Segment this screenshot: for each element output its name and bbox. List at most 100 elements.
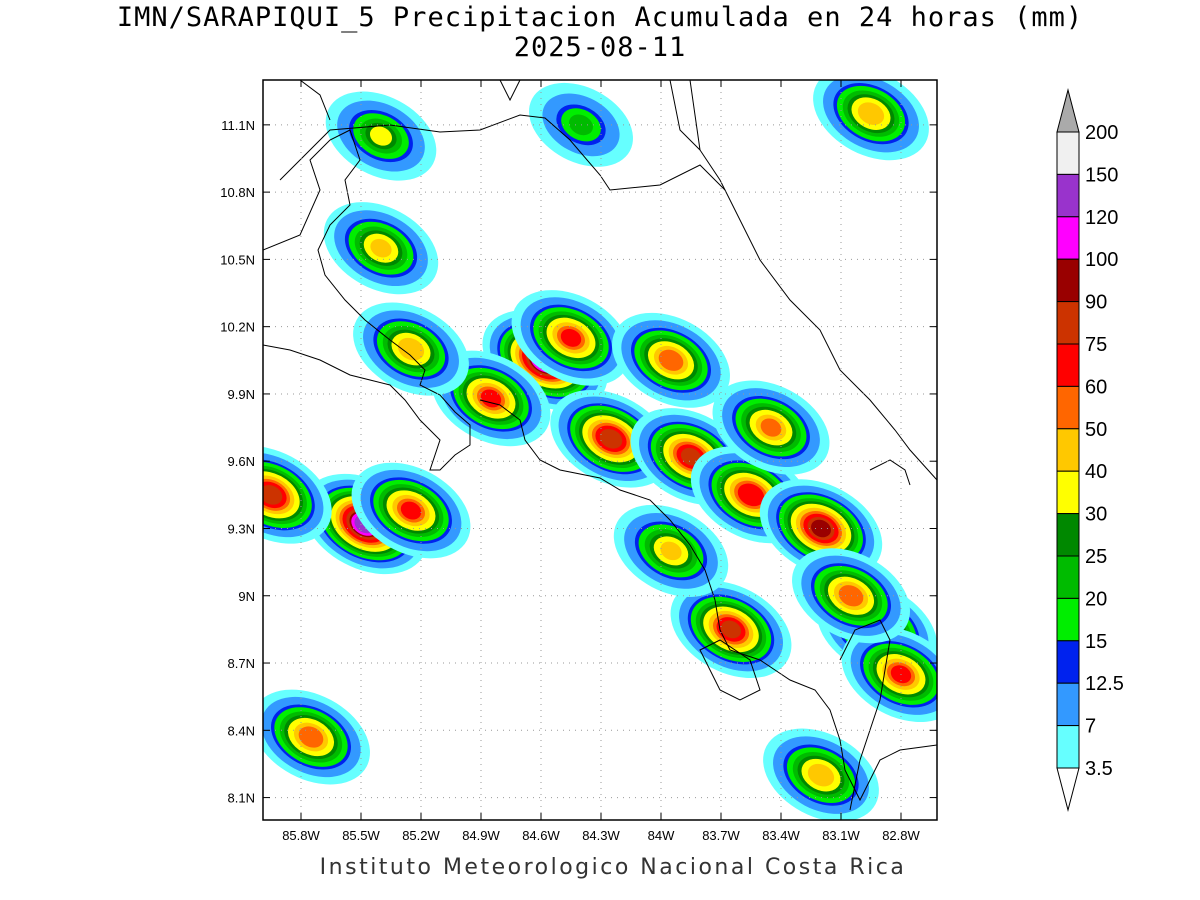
contour-level xyxy=(599,428,623,449)
colorbar-label: 150 xyxy=(1085,164,1118,186)
lon-tick-label: 84W xyxy=(648,828,675,843)
colorbar-swatch xyxy=(1056,725,1080,769)
lat-tick-label: 9N xyxy=(238,589,255,604)
rain-cell xyxy=(763,728,879,820)
graticule xyxy=(263,80,937,820)
lat-tick-label: 10.2N xyxy=(220,320,255,335)
lon-tick-label: 85.2W xyxy=(402,828,440,843)
contour-level xyxy=(298,726,324,748)
caribbean-coastline xyxy=(689,80,937,481)
lat-tick-label: 8.7N xyxy=(228,656,255,671)
colorbar-swatch xyxy=(1056,597,1080,642)
lat-tick-label: 8.1N xyxy=(228,791,255,806)
contour-level xyxy=(369,126,393,146)
rain-cell xyxy=(325,91,437,181)
colorbar-swatch xyxy=(1056,343,1080,387)
colorbar-label: 40 xyxy=(1085,461,1107,483)
lon-tick-label: 83.1W xyxy=(822,828,860,843)
lat-tick-label: 9.3N xyxy=(228,521,255,536)
contour-level xyxy=(658,349,684,371)
colorbar-swatch xyxy=(1056,640,1080,684)
colorbar-label: 120 xyxy=(1085,207,1118,229)
lon-tick-label: 83.4W xyxy=(762,828,800,843)
rain-cell xyxy=(613,504,729,597)
colorbar-swatch xyxy=(1056,470,1080,515)
rain-cell xyxy=(813,80,929,161)
map-date: 2025-08-11 xyxy=(513,32,687,63)
colorbar-min-arrow xyxy=(1056,767,1080,812)
contour-level xyxy=(370,238,392,258)
colorbar-label: 75 xyxy=(1085,334,1107,356)
lon-tick-label: 82.8W xyxy=(882,828,920,843)
colorbar-label: 12.5 xyxy=(1085,673,1124,695)
lat-tick-label: 9.9N xyxy=(228,387,255,402)
rain-cell xyxy=(511,290,631,386)
lon-tick-label: 84.3W xyxy=(582,828,620,843)
east-border xyxy=(869,459,911,486)
colorbar-max-arrow xyxy=(1056,88,1080,133)
rain-cell xyxy=(263,689,370,785)
colorbar-label: 25 xyxy=(1085,546,1107,568)
lon-tick-label: 85.8W xyxy=(282,828,320,843)
contour-level xyxy=(263,485,283,505)
precipitation-field xyxy=(263,80,937,820)
colorbar-swatch xyxy=(1056,131,1080,175)
contour-level xyxy=(400,501,422,520)
map-title: IMN/SARAPIQUI_5 Precipitacion Acumulada … xyxy=(116,2,1084,33)
osa-peninsula xyxy=(699,639,761,701)
colorbar-legend: 3.5 7 12.5 15 20 25 30 40 50 60 75 90 100 120 150 200 xyxy=(1056,88,1124,812)
pacific-coastline xyxy=(263,129,471,471)
rain-cell xyxy=(323,202,439,295)
lat-tick-label: 9.6N xyxy=(228,454,255,469)
rain-cell xyxy=(712,380,830,475)
contour-level xyxy=(560,328,582,347)
colorbar-label: 50 xyxy=(1085,419,1107,441)
rain-cell xyxy=(670,580,792,678)
rain-cell xyxy=(353,302,469,396)
panama-border xyxy=(839,619,891,811)
rain-cell xyxy=(612,312,730,408)
colorbar-swatch xyxy=(1056,513,1080,557)
contour-level xyxy=(660,541,682,561)
colorbar-label: 200 xyxy=(1085,122,1118,144)
contour-level xyxy=(680,447,702,466)
lat-tick-label: 8.4N xyxy=(228,723,255,738)
contour-level xyxy=(720,620,742,639)
lon-tick-label: 84.6W xyxy=(522,828,560,843)
colorbar-label: 100 xyxy=(1085,249,1118,271)
colorbar-swatch xyxy=(1056,258,1080,303)
rain-cell xyxy=(351,462,471,559)
colorbar-label: 90 xyxy=(1085,292,1107,314)
colorbar-swatch xyxy=(1056,555,1080,599)
lat-tick-label: 10.8N xyxy=(220,185,255,200)
northern-coast xyxy=(299,80,701,151)
colorbar-swatch xyxy=(1056,428,1080,472)
colorbar-swatch xyxy=(1056,682,1080,727)
credit-footer: Instituto Meteorologico Nacional Costa R… xyxy=(319,855,907,880)
colorbar-label: 15 xyxy=(1085,631,1107,653)
colorbar-label: 3.5 xyxy=(1085,758,1113,780)
colorbar-swatch xyxy=(1056,301,1080,345)
contour-level xyxy=(857,102,885,125)
map-frame xyxy=(262,79,938,821)
colorbar-label: 20 xyxy=(1085,588,1107,610)
contour-level xyxy=(807,763,835,787)
colorbar-swatch xyxy=(1056,385,1080,430)
lon-tick-label: 84.9W xyxy=(462,828,500,843)
axis-ticks: 11.1N 10.8N 10.5N 10.2N 9.9N 9.6N 9.3N 9N 8.7N 8.… xyxy=(220,80,937,843)
lat-tick-label: 11.1N xyxy=(221,118,255,133)
gulf-nicoya-coast xyxy=(479,399,937,802)
lon-tick-label: 83.7W xyxy=(702,828,740,843)
lon-tick-label: 85.5W xyxy=(342,828,380,843)
lat-tick-label: 10.5N xyxy=(220,252,255,267)
colorbar-label: 60 xyxy=(1085,376,1107,398)
coastlines-borders xyxy=(263,80,937,811)
contour-level xyxy=(760,418,782,437)
colorbar-label: 7 xyxy=(1085,716,1096,738)
colorbar-swatch xyxy=(1056,173,1080,218)
colorbar-swatch xyxy=(1056,216,1080,260)
contour-level xyxy=(397,337,425,361)
colorbar-label: 30 xyxy=(1085,504,1107,526)
contour-level xyxy=(737,483,765,507)
